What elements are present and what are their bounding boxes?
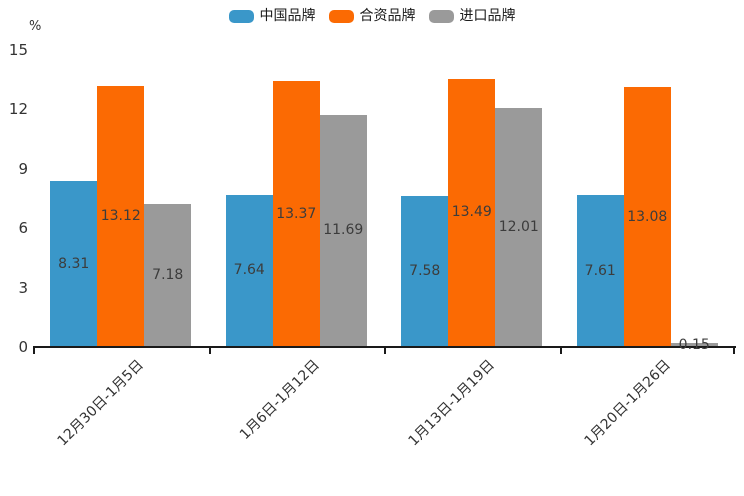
bar-0-group-2 xyxy=(401,195,449,346)
y-axis-unit-label: % xyxy=(29,19,42,34)
bar-value-label: 11.69 xyxy=(323,222,364,239)
legend-swatch-icon xyxy=(328,9,354,23)
bar-value-label: 7.64 xyxy=(233,262,265,279)
bar-value-label: 0.15 xyxy=(678,336,710,353)
legend-item-series-0[interactable]: 中国品牌 xyxy=(228,7,316,25)
bar-value-label: 7.61 xyxy=(584,262,616,279)
x-axis-tick xyxy=(559,348,562,354)
x-axis-tick xyxy=(33,348,35,354)
y-tick-label: 15 xyxy=(8,41,28,59)
bar-1-group-1 xyxy=(272,81,320,346)
legend-label: 合资品牌 xyxy=(359,8,416,24)
bar-1-group-2 xyxy=(448,78,496,346)
y-tick-label: 0 xyxy=(18,338,28,356)
bar-2-group-0 xyxy=(144,203,192,346)
bar-value-label: 13.37 xyxy=(276,205,317,222)
y-tick-label: 12 xyxy=(8,100,28,119)
bar-2-group-3 xyxy=(670,343,718,346)
bar-value-label: 8.31 xyxy=(58,255,90,272)
bar-0-group-0 xyxy=(50,181,98,346)
bar-2-group-1 xyxy=(319,114,367,346)
bar-1-group-3 xyxy=(623,87,671,346)
legend-label: 中国品牌 xyxy=(259,8,316,24)
y-tick-label: 6 xyxy=(18,219,28,238)
legend-item-series-1[interactable]: 合资品牌 xyxy=(328,7,416,25)
x-category-label: 1月13日-1月19日 xyxy=(405,357,499,450)
legend-swatch-icon xyxy=(428,9,454,23)
bar-value-label: 13.12 xyxy=(100,208,141,225)
x-axis-tick xyxy=(208,348,211,354)
y-tick-label: 9 xyxy=(18,159,28,178)
bar-2-group-2 xyxy=(495,108,543,346)
bar-value-label: 7.58 xyxy=(409,262,441,279)
bar-value-label: 13.08 xyxy=(627,208,668,225)
legend-swatch-icon xyxy=(228,9,254,23)
x-category-label: 12月30日-1月5日 xyxy=(54,357,148,450)
bar-value-label: 12.01 xyxy=(498,219,539,236)
legend-label: 进口品牌 xyxy=(459,8,516,24)
bar-value-label: 13.49 xyxy=(451,204,492,221)
x-category-label: 1月6日-1月12日 xyxy=(236,357,323,443)
x-category-label: 1月20日-1月26日 xyxy=(581,357,674,450)
x-axis-line xyxy=(33,346,736,348)
x-axis-tick xyxy=(384,348,386,354)
bar-0-group-3 xyxy=(576,195,624,346)
bar-value-label: 7.18 xyxy=(152,266,184,283)
legend-item-series-2[interactable]: 进口品牌 xyxy=(428,7,516,25)
bar-0-group-1 xyxy=(225,194,273,346)
x-axis-tick xyxy=(733,348,735,354)
legend: 中国品牌 合资品牌 进口品牌 xyxy=(0,7,744,25)
y-tick-label: 3 xyxy=(18,278,28,297)
bar-1-group-0 xyxy=(97,86,145,346)
